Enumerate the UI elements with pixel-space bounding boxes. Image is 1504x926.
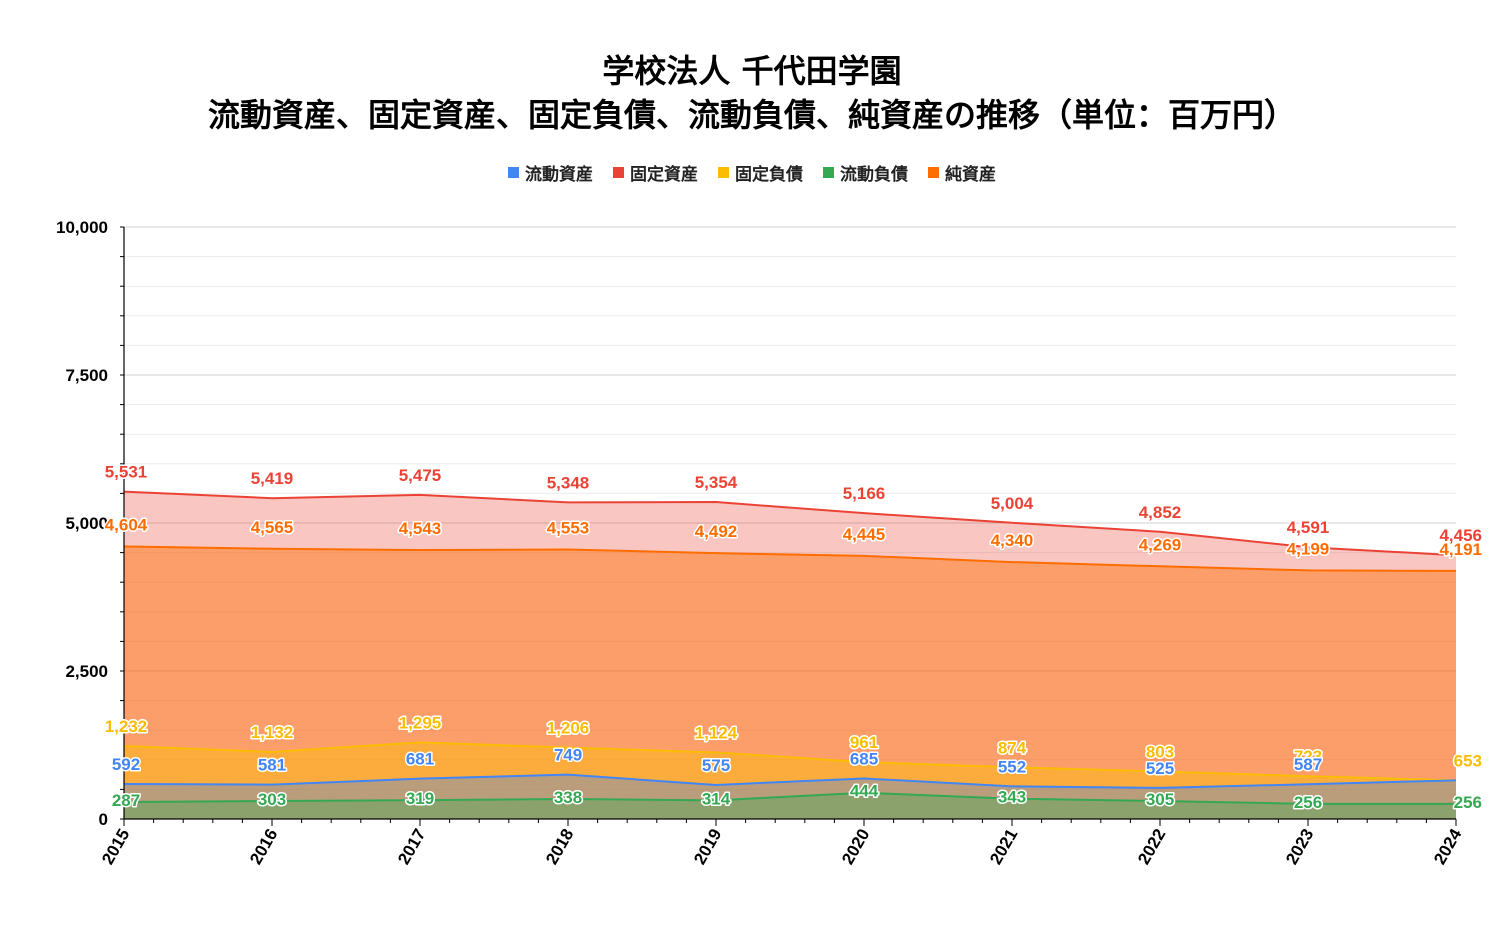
legend-swatch <box>718 167 729 178</box>
data-label: 4,591 <box>1287 518 1330 537</box>
data-label: 552 <box>998 757 1026 776</box>
legend-item: 流動負債 <box>823 160 908 185</box>
legend-item: 固定負債 <box>718 160 803 185</box>
data-label: 5,354 <box>695 473 738 492</box>
data-label: 592 <box>112 755 140 774</box>
data-label: 343 <box>998 788 1026 807</box>
data-label: 256 <box>1454 793 1482 812</box>
data-label: 4,492 <box>695 522 738 541</box>
data-label: 444 <box>850 782 879 801</box>
data-label: 4,852 <box>1139 503 1182 522</box>
y-tick-label: 0 <box>99 810 108 829</box>
data-label: 4,543 <box>399 519 442 538</box>
x-tick-label: 2020 <box>838 826 873 868</box>
data-label: 1,232 <box>105 717 148 736</box>
data-label: 4,565 <box>251 518 294 537</box>
x-tick-label: 2023 <box>1282 826 1317 868</box>
series-line-2 <box>123 741 1457 782</box>
y-tick-label: 5,000 <box>65 514 108 533</box>
legend: 流動資産 固定資産 固定負債 流動負債 純資産 <box>0 160 1504 185</box>
data-label: 4,553 <box>547 518 590 537</box>
legend-item: 純資産 <box>928 160 996 185</box>
data-label: 653 <box>1454 751 1482 770</box>
data-label: 803 <box>1146 742 1174 761</box>
chart-subtitle: 流動資産、固定資産、固定負債、流動負債、純資産の推移（単位：百万円） <box>207 96 1296 134</box>
legend-label: 流動資産 <box>525 165 593 185</box>
data-label: 338 <box>554 788 582 807</box>
legend-swatch <box>508 167 519 178</box>
x-tick-label: 2024 <box>1430 825 1466 868</box>
y-tick-label: 7,500 <box>65 366 108 385</box>
data-label: 587 <box>1294 755 1322 774</box>
legend-swatch <box>823 167 834 178</box>
data-label: 4,456 <box>1439 526 1482 545</box>
data-label: 685 <box>850 749 878 768</box>
data-label: 961 <box>850 733 878 752</box>
x-tick-label: 2018 <box>542 826 577 868</box>
data-label: 256 <box>1294 793 1322 812</box>
x-tick-label: 2015 <box>98 826 133 868</box>
data-label: 749 <box>554 746 582 765</box>
series-line-1 <box>123 490 1457 557</box>
data-label: 314 <box>702 789 731 808</box>
data-label: 5,531 <box>105 463 148 482</box>
data-label: 305 <box>1146 790 1174 809</box>
data-label: 681 <box>406 750 434 769</box>
area-4 <box>124 546 1456 819</box>
legend-swatch <box>613 167 624 178</box>
x-tick-label: 2021 <box>986 826 1021 868</box>
data-label: 1,206 <box>547 719 590 738</box>
data-label: 5,166 <box>843 484 886 503</box>
data-label: 4,445 <box>843 525 886 544</box>
x-tick-label: 2019 <box>690 826 725 868</box>
data-label: 1,295 <box>399 713 442 732</box>
x-tick-label: 2022 <box>1134 826 1169 868</box>
gridlines <box>124 226 1456 790</box>
chart-title: 学校法人 千代田学園 <box>602 52 902 90</box>
data-label: 575 <box>702 756 730 775</box>
data-label: 1,124 <box>695 723 738 742</box>
data-label: 581 <box>258 756 286 775</box>
data-label: 4,269 <box>1139 535 1182 554</box>
data-label: 4,604 <box>105 515 148 534</box>
series-line-3 <box>123 791 1456 805</box>
legend-label: 流動負債 <box>840 165 908 185</box>
legend-label: 固定負債 <box>735 165 803 185</box>
legend-swatch <box>928 167 939 178</box>
y-tick-label: 2,500 <box>65 662 108 681</box>
legend-label: 固定資産 <box>630 165 698 185</box>
data-label: 5,348 <box>547 473 590 492</box>
data-label: 723 <box>1294 747 1322 766</box>
data-label: 525 <box>1146 759 1174 778</box>
data-label: 4,199 <box>1287 539 1330 558</box>
y-tick-label: 10,000 <box>56 218 108 237</box>
area-3 <box>124 792 1456 819</box>
data-label: 4,340 <box>991 531 1034 550</box>
x-tick-label: 2017 <box>394 826 429 868</box>
data-label: 5,419 <box>251 469 294 488</box>
series-line-0 <box>123 773 1457 789</box>
data-label: 1,132 <box>251 723 294 742</box>
data-label: 5,004 <box>991 494 1034 513</box>
legend-item: 流動資産 <box>508 160 593 185</box>
data-label: 319 <box>406 789 434 808</box>
data-label: 874 <box>998 738 1027 757</box>
data-label: 5,475 <box>399 466 442 485</box>
area-1 <box>124 491 1456 819</box>
x-tick-label: 2016 <box>246 826 281 868</box>
legend-label: 純資産 <box>945 165 996 185</box>
data-label: 287 <box>112 791 140 810</box>
series-line-4 <box>123 545 1457 572</box>
legend-item: 固定資産 <box>613 160 698 185</box>
data-label: 303 <box>258 790 286 809</box>
data-label: 4,191 <box>1439 540 1482 559</box>
